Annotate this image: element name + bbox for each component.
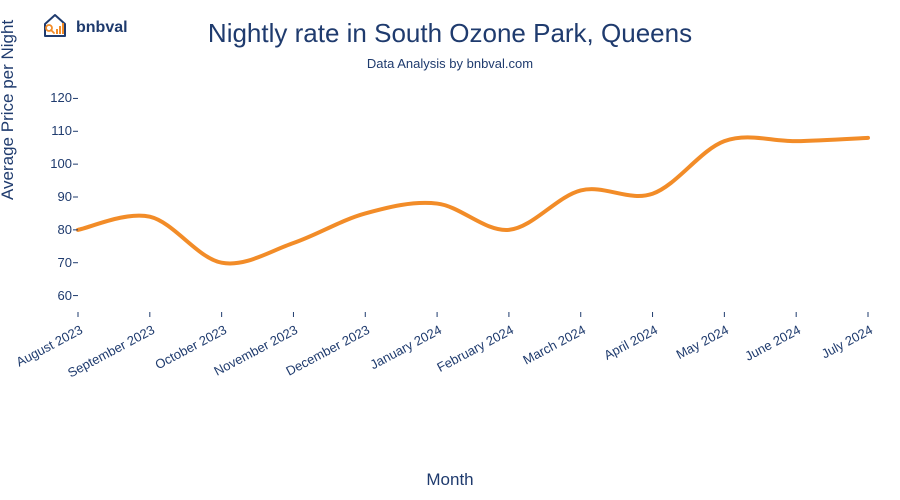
x-axis-title: Month [0,470,900,490]
chart-container: bnbval Nightly rate in South Ozone Park,… [0,0,900,500]
y-axis-title: Average Price per Night [0,20,18,200]
y-tick-label: 70 [38,255,72,270]
chart-subtitle: Data Analysis by bnbval.com [0,56,900,71]
chart-title: Nightly rate in South Ozone Park, Queens [0,18,900,49]
y-tick-label: 110 [38,123,72,138]
y-tick-label: 120 [38,90,72,105]
price-line [78,137,868,263]
y-tick-label: 80 [38,222,72,237]
y-tick-label: 90 [38,189,72,204]
line-chart-plot [78,82,868,312]
y-tick-label: 60 [38,288,72,303]
y-tick-label: 100 [38,156,72,171]
